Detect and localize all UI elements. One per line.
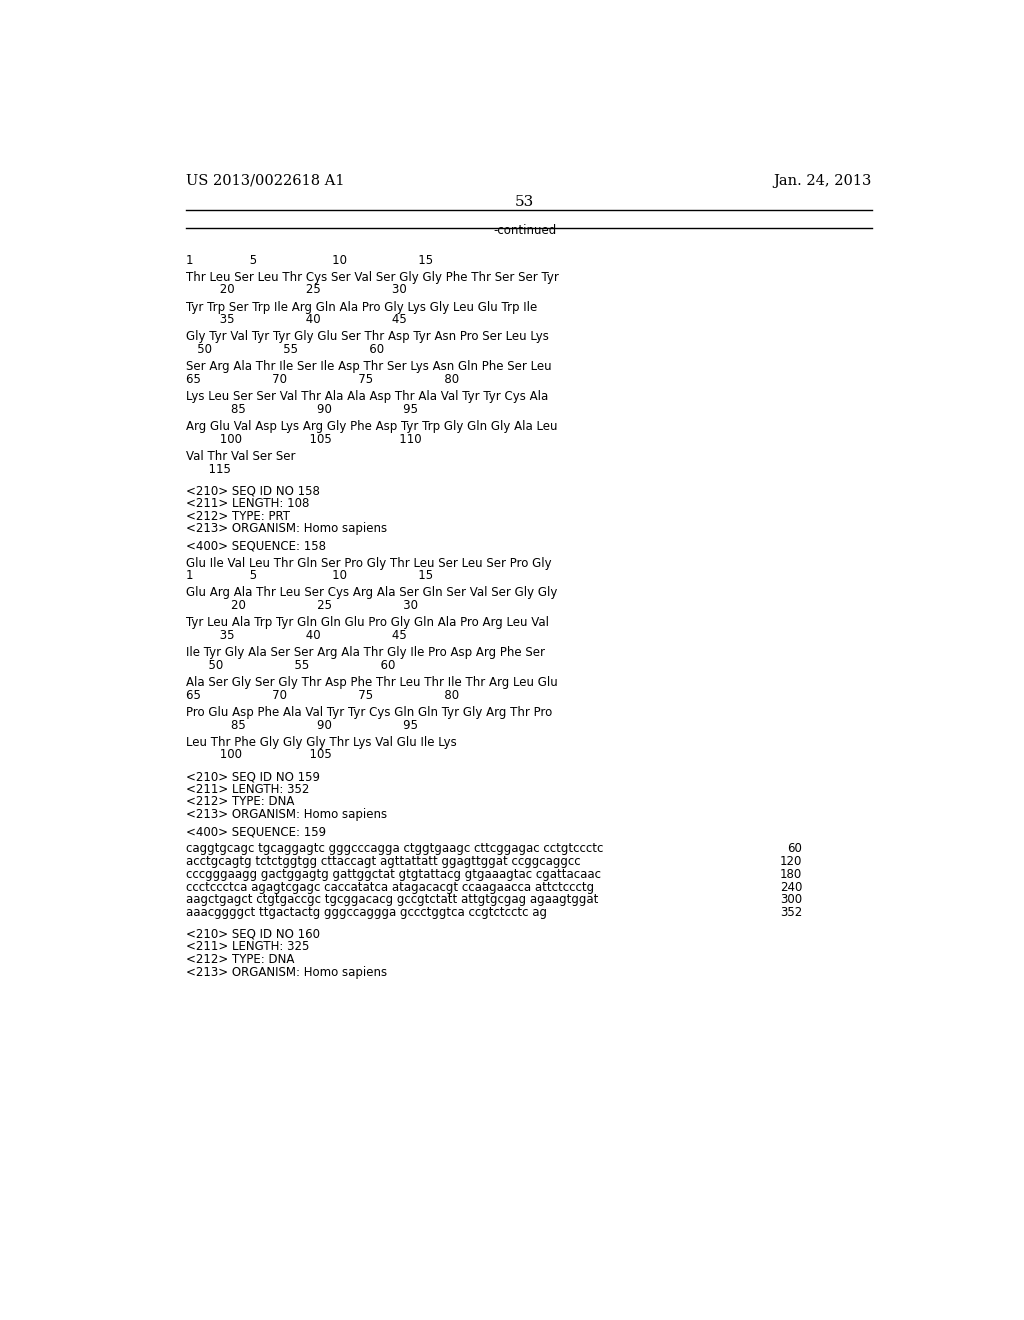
Text: -continued: -continued: [494, 224, 556, 236]
Text: Ser Arg Ala Thr Ile Ser Ile Asp Thr Ser Lys Asn Gln Phe Ser Leu: Ser Arg Ala Thr Ile Ser Ile Asp Thr Ser …: [186, 360, 552, 374]
Text: 50                   55                   60: 50 55 60: [186, 343, 384, 356]
Text: 240: 240: [780, 880, 802, 894]
Text: <210> SEQ ID NO 159: <210> SEQ ID NO 159: [186, 770, 321, 783]
Text: <213> ORGANISM: Homo sapiens: <213> ORGANISM: Homo sapiens: [186, 523, 387, 536]
Text: 65                   70                   75                   80: 65 70 75 80: [186, 689, 459, 702]
Text: 85                   90                   95: 85 90 95: [186, 403, 418, 416]
Text: Ala Ser Gly Ser Gly Thr Asp Phe Thr Leu Thr Ile Thr Arg Leu Glu: Ala Ser Gly Ser Gly Thr Asp Phe Thr Leu …: [186, 676, 558, 689]
Text: Glu Arg Ala Thr Leu Ser Cys Arg Ala Ser Gln Ser Val Ser Gly Gly: Glu Arg Ala Thr Leu Ser Cys Arg Ala Ser …: [186, 586, 557, 599]
Text: caggtgcagc tgcaggagtc gggcccagga ctggtgaagc cttcggagac cctgtccctc: caggtgcagc tgcaggagtc gggcccagga ctggtga…: [186, 842, 603, 855]
Text: <212> TYPE: DNA: <212> TYPE: DNA: [186, 796, 295, 808]
Text: 180: 180: [780, 867, 802, 880]
Text: Ile Tyr Gly Ala Ser Ser Arg Ala Thr Gly Ile Pro Asp Arg Phe Ser: Ile Tyr Gly Ala Ser Ser Arg Ala Thr Gly …: [186, 647, 545, 659]
Text: 100                  105: 100 105: [186, 748, 332, 762]
Text: Tyr Leu Ala Trp Tyr Gln Gln Glu Pro Gly Gln Ala Pro Arg Leu Val: Tyr Leu Ala Trp Tyr Gln Gln Glu Pro Gly …: [186, 616, 549, 630]
Text: 20                   25                   30: 20 25 30: [186, 284, 407, 297]
Text: <400> SEQUENCE: 158: <400> SEQUENCE: 158: [186, 540, 326, 553]
Text: 65                   70                   75                   80: 65 70 75 80: [186, 374, 459, 385]
Text: <211> LENGTH: 108: <211> LENGTH: 108: [186, 496, 309, 510]
Text: <210> SEQ ID NO 160: <210> SEQ ID NO 160: [186, 928, 321, 941]
Text: Arg Glu Val Asp Lys Arg Gly Phe Asp Tyr Trp Gly Gln Gly Ala Leu: Arg Glu Val Asp Lys Arg Gly Phe Asp Tyr …: [186, 420, 558, 433]
Text: <211> LENGTH: 325: <211> LENGTH: 325: [186, 940, 309, 953]
Text: 60: 60: [787, 842, 802, 855]
Text: Leu Thr Phe Gly Gly Gly Thr Lys Val Glu Ile Lys: Leu Thr Phe Gly Gly Gly Thr Lys Val Glu …: [186, 735, 457, 748]
Text: <212> TYPE: DNA: <212> TYPE: DNA: [186, 953, 295, 966]
Text: 20                   25                   30: 20 25 30: [186, 599, 418, 612]
Text: Tyr Trp Ser Trp Ile Arg Gln Ala Pro Gly Lys Gly Leu Glu Trp Ile: Tyr Trp Ser Trp Ile Arg Gln Ala Pro Gly …: [186, 301, 538, 314]
Text: ccctccctca agagtcgagc caccatatca atagacacgt ccaagaacca attctccctg: ccctccctca agagtcgagc caccatatca atagaca…: [186, 880, 594, 894]
Text: <210> SEQ ID NO 158: <210> SEQ ID NO 158: [186, 484, 319, 498]
Text: 115: 115: [186, 462, 231, 475]
Text: <213> ORGANISM: Homo sapiens: <213> ORGANISM: Homo sapiens: [186, 808, 387, 821]
Text: <211> LENGTH: 352: <211> LENGTH: 352: [186, 783, 309, 796]
Text: 53: 53: [515, 195, 535, 210]
Text: Jan. 24, 2013: Jan. 24, 2013: [773, 174, 872, 187]
Text: <400> SEQUENCE: 159: <400> SEQUENCE: 159: [186, 825, 327, 838]
Text: <212> TYPE: PRT: <212> TYPE: PRT: [186, 510, 290, 523]
Text: aaacggggct ttgactactg gggccaggga gccctggtca ccgtctcctc ag: aaacggggct ttgactactg gggccaggga gccctgg…: [186, 906, 600, 919]
Text: 300: 300: [780, 894, 802, 907]
Text: Lys Leu Ser Ser Val Thr Ala Ala Asp Thr Ala Val Tyr Tyr Cys Ala: Lys Leu Ser Ser Val Thr Ala Ala Asp Thr …: [186, 391, 549, 403]
Text: 35                   40                   45: 35 40 45: [186, 313, 407, 326]
Text: 1               5                    10                   15: 1 5 10 15: [186, 569, 433, 582]
Text: 100                  105                  110: 100 105 110: [186, 433, 422, 446]
Text: Pro Glu Asp Phe Ala Val Tyr Tyr Cys Gln Gln Tyr Gly Arg Thr Pro: Pro Glu Asp Phe Ala Val Tyr Tyr Cys Gln …: [186, 706, 552, 719]
Text: cccgggaagg gactggagtg gattggctat gtgtattacg gtgaaagtac cgattacaac: cccgggaagg gactggagtg gattggctat gtgtatt…: [186, 867, 601, 880]
Text: Thr Leu Ser Leu Thr Cys Ser Val Ser Gly Gly Phe Thr Ser Ser Tyr: Thr Leu Ser Leu Thr Cys Ser Val Ser Gly …: [186, 271, 559, 284]
Text: aagctgagct ctgtgaccgc tgcggacacg gccgtctatt attgtgcgag agaagtggat: aagctgagct ctgtgaccgc tgcggacacg gccgtct…: [186, 894, 598, 907]
Text: 50                   55                   60: 50 55 60: [186, 659, 395, 672]
Text: 85                   90                   95: 85 90 95: [186, 718, 418, 731]
Text: 120: 120: [780, 855, 802, 869]
Text: acctgcagtg tctctggtgg cttaccagt agttattatt ggagttggat ccggcaggcc: acctgcagtg tctctggtgg cttaccagt agttatta…: [186, 855, 581, 869]
Text: Val Thr Val Ser Ser: Val Thr Val Ser Ser: [186, 450, 296, 463]
Text: <213> ORGANISM: Homo sapiens: <213> ORGANISM: Homo sapiens: [186, 966, 387, 978]
Text: Glu Ile Val Leu Thr Gln Ser Pro Gly Thr Leu Ser Leu Ser Pro Gly: Glu Ile Val Leu Thr Gln Ser Pro Gly Thr …: [186, 557, 552, 570]
Text: 35                   40                   45: 35 40 45: [186, 630, 407, 642]
Text: Gly Tyr Val Tyr Tyr Gly Glu Ser Thr Asp Tyr Asn Pro Ser Leu Lys: Gly Tyr Val Tyr Tyr Gly Glu Ser Thr Asp …: [186, 330, 549, 343]
Text: 352: 352: [780, 906, 802, 919]
Text: US 2013/0022618 A1: US 2013/0022618 A1: [186, 174, 345, 187]
Text: 1               5                    10                   15: 1 5 10 15: [186, 253, 433, 267]
